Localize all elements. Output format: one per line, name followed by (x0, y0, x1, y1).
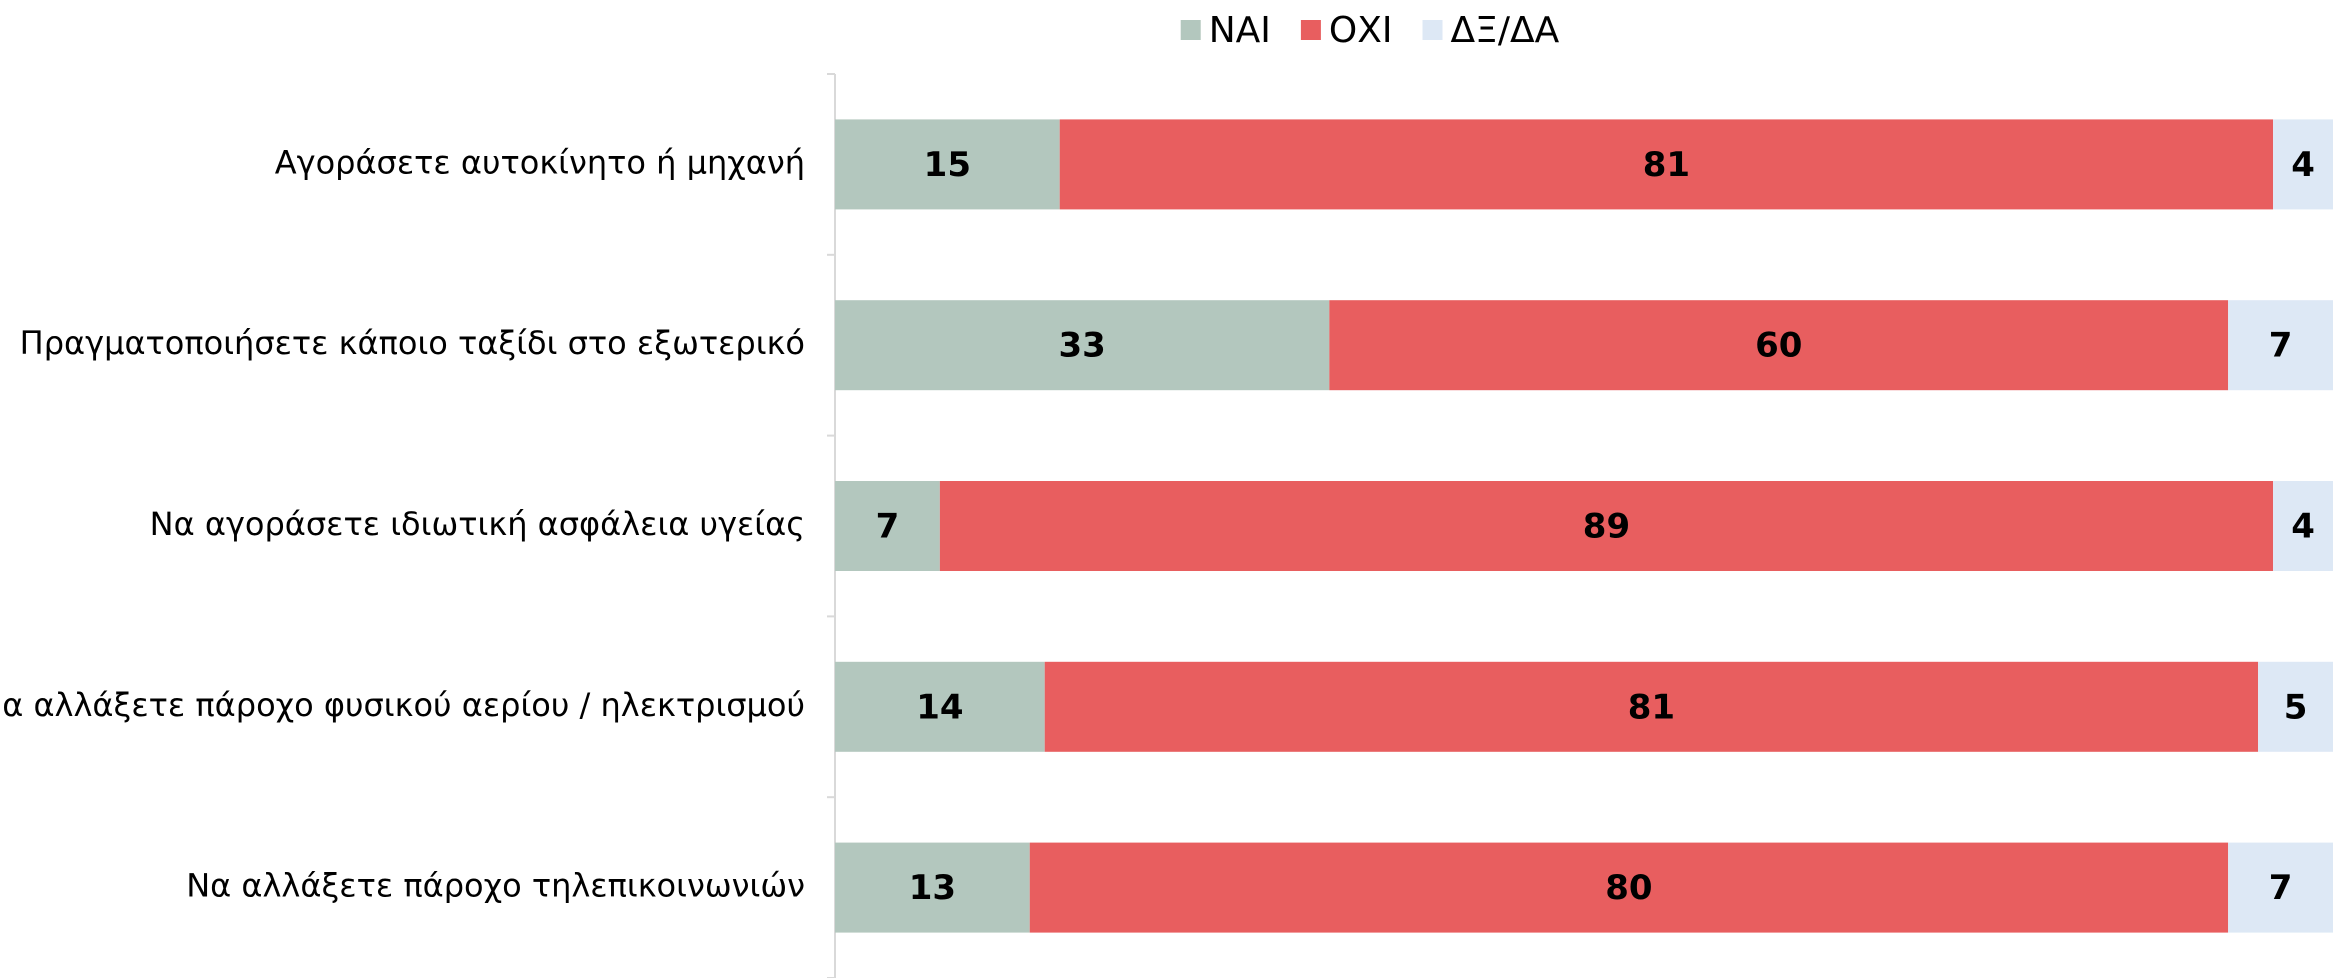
value-label: 5 (2284, 687, 2308, 727)
bar-segment (1044, 661, 2259, 752)
value-label: 81 (1628, 687, 1675, 727)
value-label: 7 (2269, 868, 2293, 908)
value-label: 7 (2269, 326, 2293, 366)
category-label: Να αλλάξετε πάροχο φυσικού αερίου / ηλεκ… (0, 686, 805, 724)
legend-label: ΟΧΙ (1329, 10, 1393, 51)
bar-segment (939, 481, 2274, 571)
value-label: 89 (1583, 507, 1630, 547)
bar-segment (1059, 119, 2274, 210)
bar-segment (1029, 842, 2229, 933)
category-label: Πραγματοποιήσετε κάποιο ταξίδι στο εξωτε… (20, 324, 805, 362)
value-label: 4 (2291, 145, 2315, 185)
bar-segment (2273, 119, 2333, 210)
bar-segment (835, 842, 1030, 933)
value-label: 7 (876, 507, 900, 547)
value-label: 15 (924, 145, 971, 185)
value-label: 60 (1755, 326, 1802, 366)
value-label: 80 (1605, 868, 1652, 908)
value-label: 81 (1643, 145, 1690, 185)
value-label: 14 (916, 687, 963, 727)
category-label: Να αλλάξετε πάροχο τηλεπικοινωνιών (186, 867, 805, 905)
bar-segment (2228, 300, 2333, 391)
legend-label: ΝΑΙ (1209, 10, 1271, 51)
value-label: 4 (2291, 507, 2315, 547)
category-label: Να αγοράσετε ιδιωτική ασφάλεια υγείας (150, 505, 805, 543)
bar-segment (835, 661, 1045, 752)
value-label: 33 (1059, 326, 1106, 366)
legend-swatch (1422, 20, 1443, 40)
bar-segment (835, 481, 940, 571)
bar-segment (1329, 300, 2229, 391)
legend-swatch (1300, 20, 1321, 40)
bar-segment (2258, 661, 2333, 752)
bar-segment (2228, 842, 2333, 933)
category-label: Αγοράσετε αυτοκίνητο ή μηχανή (275, 143, 805, 181)
bar-segment (2273, 481, 2333, 571)
bar-segment (835, 119, 1060, 210)
legend-swatch (1180, 20, 1201, 40)
bar-segment (835, 300, 1330, 391)
value-label: 13 (909, 868, 956, 908)
legend-label: ΔΞ/ΔΑ (1451, 10, 1560, 51)
